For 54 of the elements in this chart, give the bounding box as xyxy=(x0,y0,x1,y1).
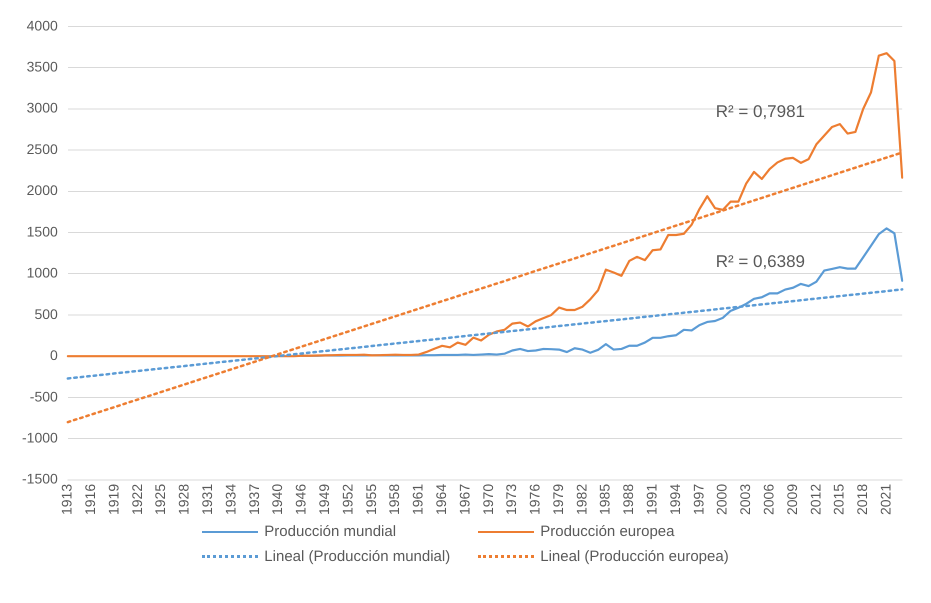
x-tick-label: 2012 xyxy=(807,484,824,516)
y-tick-label: 4000 xyxy=(26,17,58,34)
x-tick-label: 1991 xyxy=(644,484,660,516)
x-tick-label: 1955 xyxy=(362,484,379,516)
x-tick-label: 1931 xyxy=(199,484,216,516)
x-tick-label: 2021 xyxy=(877,484,894,516)
x-tick-label: 1997 xyxy=(690,484,706,516)
x-tick-label: 1922 xyxy=(128,484,145,516)
x-tick-label: 1994 xyxy=(666,484,683,516)
y-tick-label: 2500 xyxy=(26,140,58,157)
y-tick-label: 1500 xyxy=(26,223,58,240)
x-tick-label: 2003 xyxy=(737,484,754,516)
x-tick-label: 1937 xyxy=(246,484,262,516)
x-tick-label: 2018 xyxy=(854,484,870,516)
x-tick-label: 1988 xyxy=(620,484,636,516)
x-tick-label: 1961 xyxy=(410,484,426,516)
x-tick-label: 1940 xyxy=(269,484,286,516)
x-tick-label: 1934 xyxy=(222,484,238,516)
legend-label: Lineal (Producción mundial) xyxy=(264,548,450,565)
legend-label: Producción mundial xyxy=(264,523,396,540)
x-tick-label: 2000 xyxy=(714,484,730,516)
x-tick-label: 2015 xyxy=(830,484,847,516)
y-tick-label: 1000 xyxy=(26,264,58,281)
y-tick-label: 3000 xyxy=(26,100,58,116)
y-tick-label: -500 xyxy=(30,388,58,404)
legend-label: Producción europea xyxy=(540,523,674,540)
x-tick-label: 1916 xyxy=(82,484,98,516)
annotation: R² = 0,6389 xyxy=(716,252,806,271)
x-tick-label: 1913 xyxy=(58,484,75,516)
x-tick-label: 1919 xyxy=(105,484,122,516)
x-tick-label: 1946 xyxy=(292,484,309,516)
x-tick-label: 1958 xyxy=(386,484,402,516)
annotation: R² = 0,7981 xyxy=(716,102,806,122)
x-tick-label: 1985 xyxy=(596,484,613,516)
y-tick-label: 0 xyxy=(50,347,58,364)
y-tick-label: 2000 xyxy=(26,182,58,198)
y-tick-label: 3500 xyxy=(26,58,58,74)
x-tick-label: 1952 xyxy=(339,484,356,516)
x-tick-label: 1949 xyxy=(316,484,332,516)
x-tick-label: 1982 xyxy=(573,484,590,516)
x-tick-label: 1928 xyxy=(176,484,192,516)
x-tick-label: 2009 xyxy=(784,484,800,516)
x-tick-label: 1964 xyxy=(432,484,449,516)
y-tick-label: -1000 xyxy=(22,429,58,446)
x-tick-label: 1979 xyxy=(550,484,566,516)
y-tick-label: -1500 xyxy=(22,470,58,487)
x-tick-label: 1925 xyxy=(152,484,168,516)
legend-label: Lineal (Producción europea) xyxy=(540,548,729,565)
x-tick-label: 2006 xyxy=(760,484,776,516)
x-tick-label: 1970 xyxy=(480,484,496,516)
y-tick-label: 500 xyxy=(34,306,58,322)
x-tick-label: 1967 xyxy=(456,484,472,516)
x-tick-label: 1976 xyxy=(526,484,543,516)
x-tick-label: 1973 xyxy=(503,484,520,516)
